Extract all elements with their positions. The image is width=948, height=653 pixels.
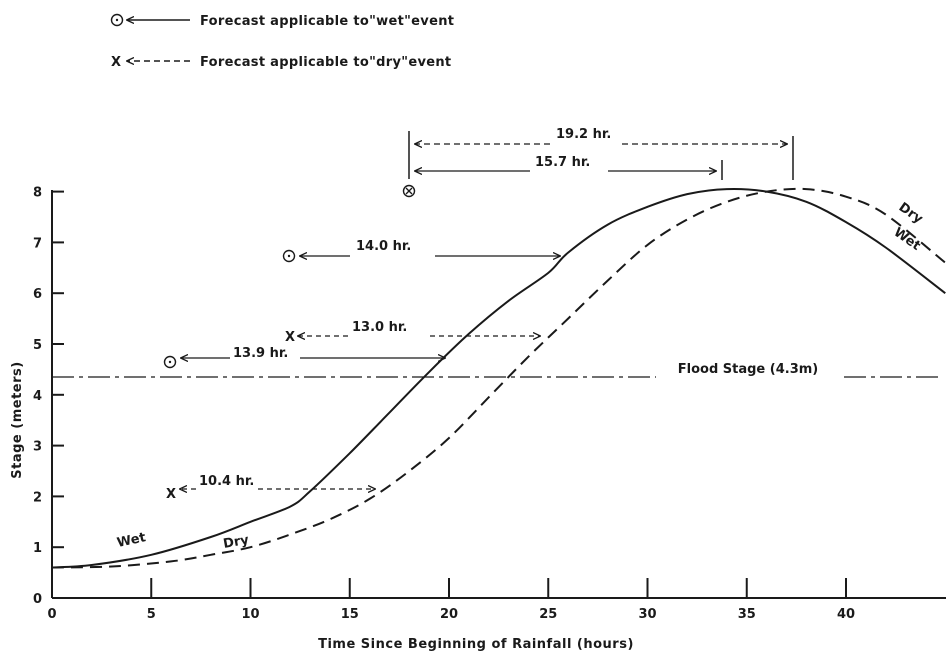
x-tick-label: 35: [738, 607, 756, 622]
y-tick-label: 7: [33, 236, 42, 251]
combined-forecast-x-stroke-2: [405, 187, 413, 195]
wet-forecast-1: 13.9 hr.: [163, 346, 446, 369]
dry-forecast-marker-icon: X: [285, 330, 295, 345]
wet-curve-label-lower: Wet: [116, 530, 147, 551]
dry-forecast-1-lead-label: 10.4 hr.: [199, 474, 254, 489]
span-19-2-label: 19.2 hr.: [556, 127, 611, 142]
x-tick-label: 5: [147, 607, 156, 622]
x-tick-label: 40: [837, 607, 855, 622]
axes: 0 5 10 15 20 25 30 35 40 0 1 2 3 4 5 6 7 8 Time Since Be…: [10, 186, 946, 652]
flood-stage-label: Flood Stage (4.3m): [678, 362, 819, 377]
dry-curve-label-upper: Dry: [896, 200, 926, 227]
combined-forecast-marker-icon: [402, 184, 416, 198]
y-tick-label: 0: [33, 592, 42, 607]
dry-forecast-2-lead-label: 13.0 hr.: [352, 320, 407, 335]
combined-forecast: [402, 184, 416, 198]
y-tick-label: 3: [33, 440, 42, 455]
series-group: [51, 187, 946, 569]
y-tick-label: 2: [33, 490, 42, 505]
lead-time-spans: 19.2 hr. 15.7 hr.: [408, 127, 794, 180]
wet-series-line: [51, 187, 946, 569]
dry-forecast-marker-icon: X: [166, 487, 176, 502]
x-tick-label: 20: [440, 607, 458, 622]
y-tick-label: 6: [33, 287, 42, 302]
legend: Forecast applicable to"wet"event X Forec…: [110, 13, 454, 70]
dry-forecast-symbol-icon: X: [111, 55, 121, 70]
x-ticks: 0 5 10 15 20 25 30 35 40: [47, 578, 855, 622]
forecast-annotations: 13.9 hr. 14.0 hr. X 10.4 hr. X 13.0 hr.: [163, 184, 561, 502]
wet-forecast-marker-icon: [282, 249, 296, 263]
dry-series-line: [51, 187, 946, 569]
flood-stage: Flood Stage (4.3m): [52, 362, 942, 381]
x-tick-label: 0: [47, 607, 56, 622]
legend-dry-label: Forecast applicable to"dry"event: [200, 55, 451, 70]
x-tick-label: 30: [638, 607, 656, 622]
y-tick-label: 1: [33, 541, 42, 556]
wet-forecast-marker-dot: [168, 360, 172, 364]
wet-forecast-2-lead-label: 14.0 hr.: [356, 239, 411, 254]
y-axis-title: Stage (meters): [10, 361, 25, 478]
dry-curve-label-lower: Dry: [222, 533, 250, 552]
legend-wet-entry: Forecast applicable to"wet"event: [110, 13, 454, 29]
y-tick-label: 5: [33, 338, 42, 353]
legend-dry-entry: X Forecast applicable to"dry"event: [111, 55, 451, 70]
wet-curve-label-upper: Wet: [891, 225, 923, 254]
y-tick-label: 8: [33, 186, 42, 201]
y-tick-label: 4: [33, 389, 42, 404]
dry-forecast-2: X 13.0 hr.: [285, 320, 540, 345]
wet-forecast-marker-dot: [287, 254, 291, 258]
wet-forecast-2: 14.0 hr.: [282, 239, 561, 263]
wet-forecast-symbol-icon: [110, 13, 124, 27]
x-tick-label: 15: [341, 607, 359, 622]
dry-forecast-1: X 10.4 hr.: [166, 474, 375, 502]
wet-forecast-symbol-dot: [115, 18, 119, 22]
span-15-7-label: 15.7 hr.: [535, 155, 590, 170]
wet-forecast-marker-icon: [163, 355, 177, 369]
legend-wet-label: Forecast applicable to"wet"event: [200, 14, 454, 29]
x-tick-label: 25: [539, 607, 557, 622]
x-axis-title: Time Since Beginning of Rainfall (hours): [318, 637, 634, 652]
x-tick-label: 10: [241, 607, 259, 622]
flood-stage-label-background: [656, 374, 840, 381]
y-ticks: 0 1 2 3 4 5 6 7 8: [33, 186, 64, 607]
wet-forecast-1-lead-label: 13.9 hr.: [233, 346, 288, 361]
